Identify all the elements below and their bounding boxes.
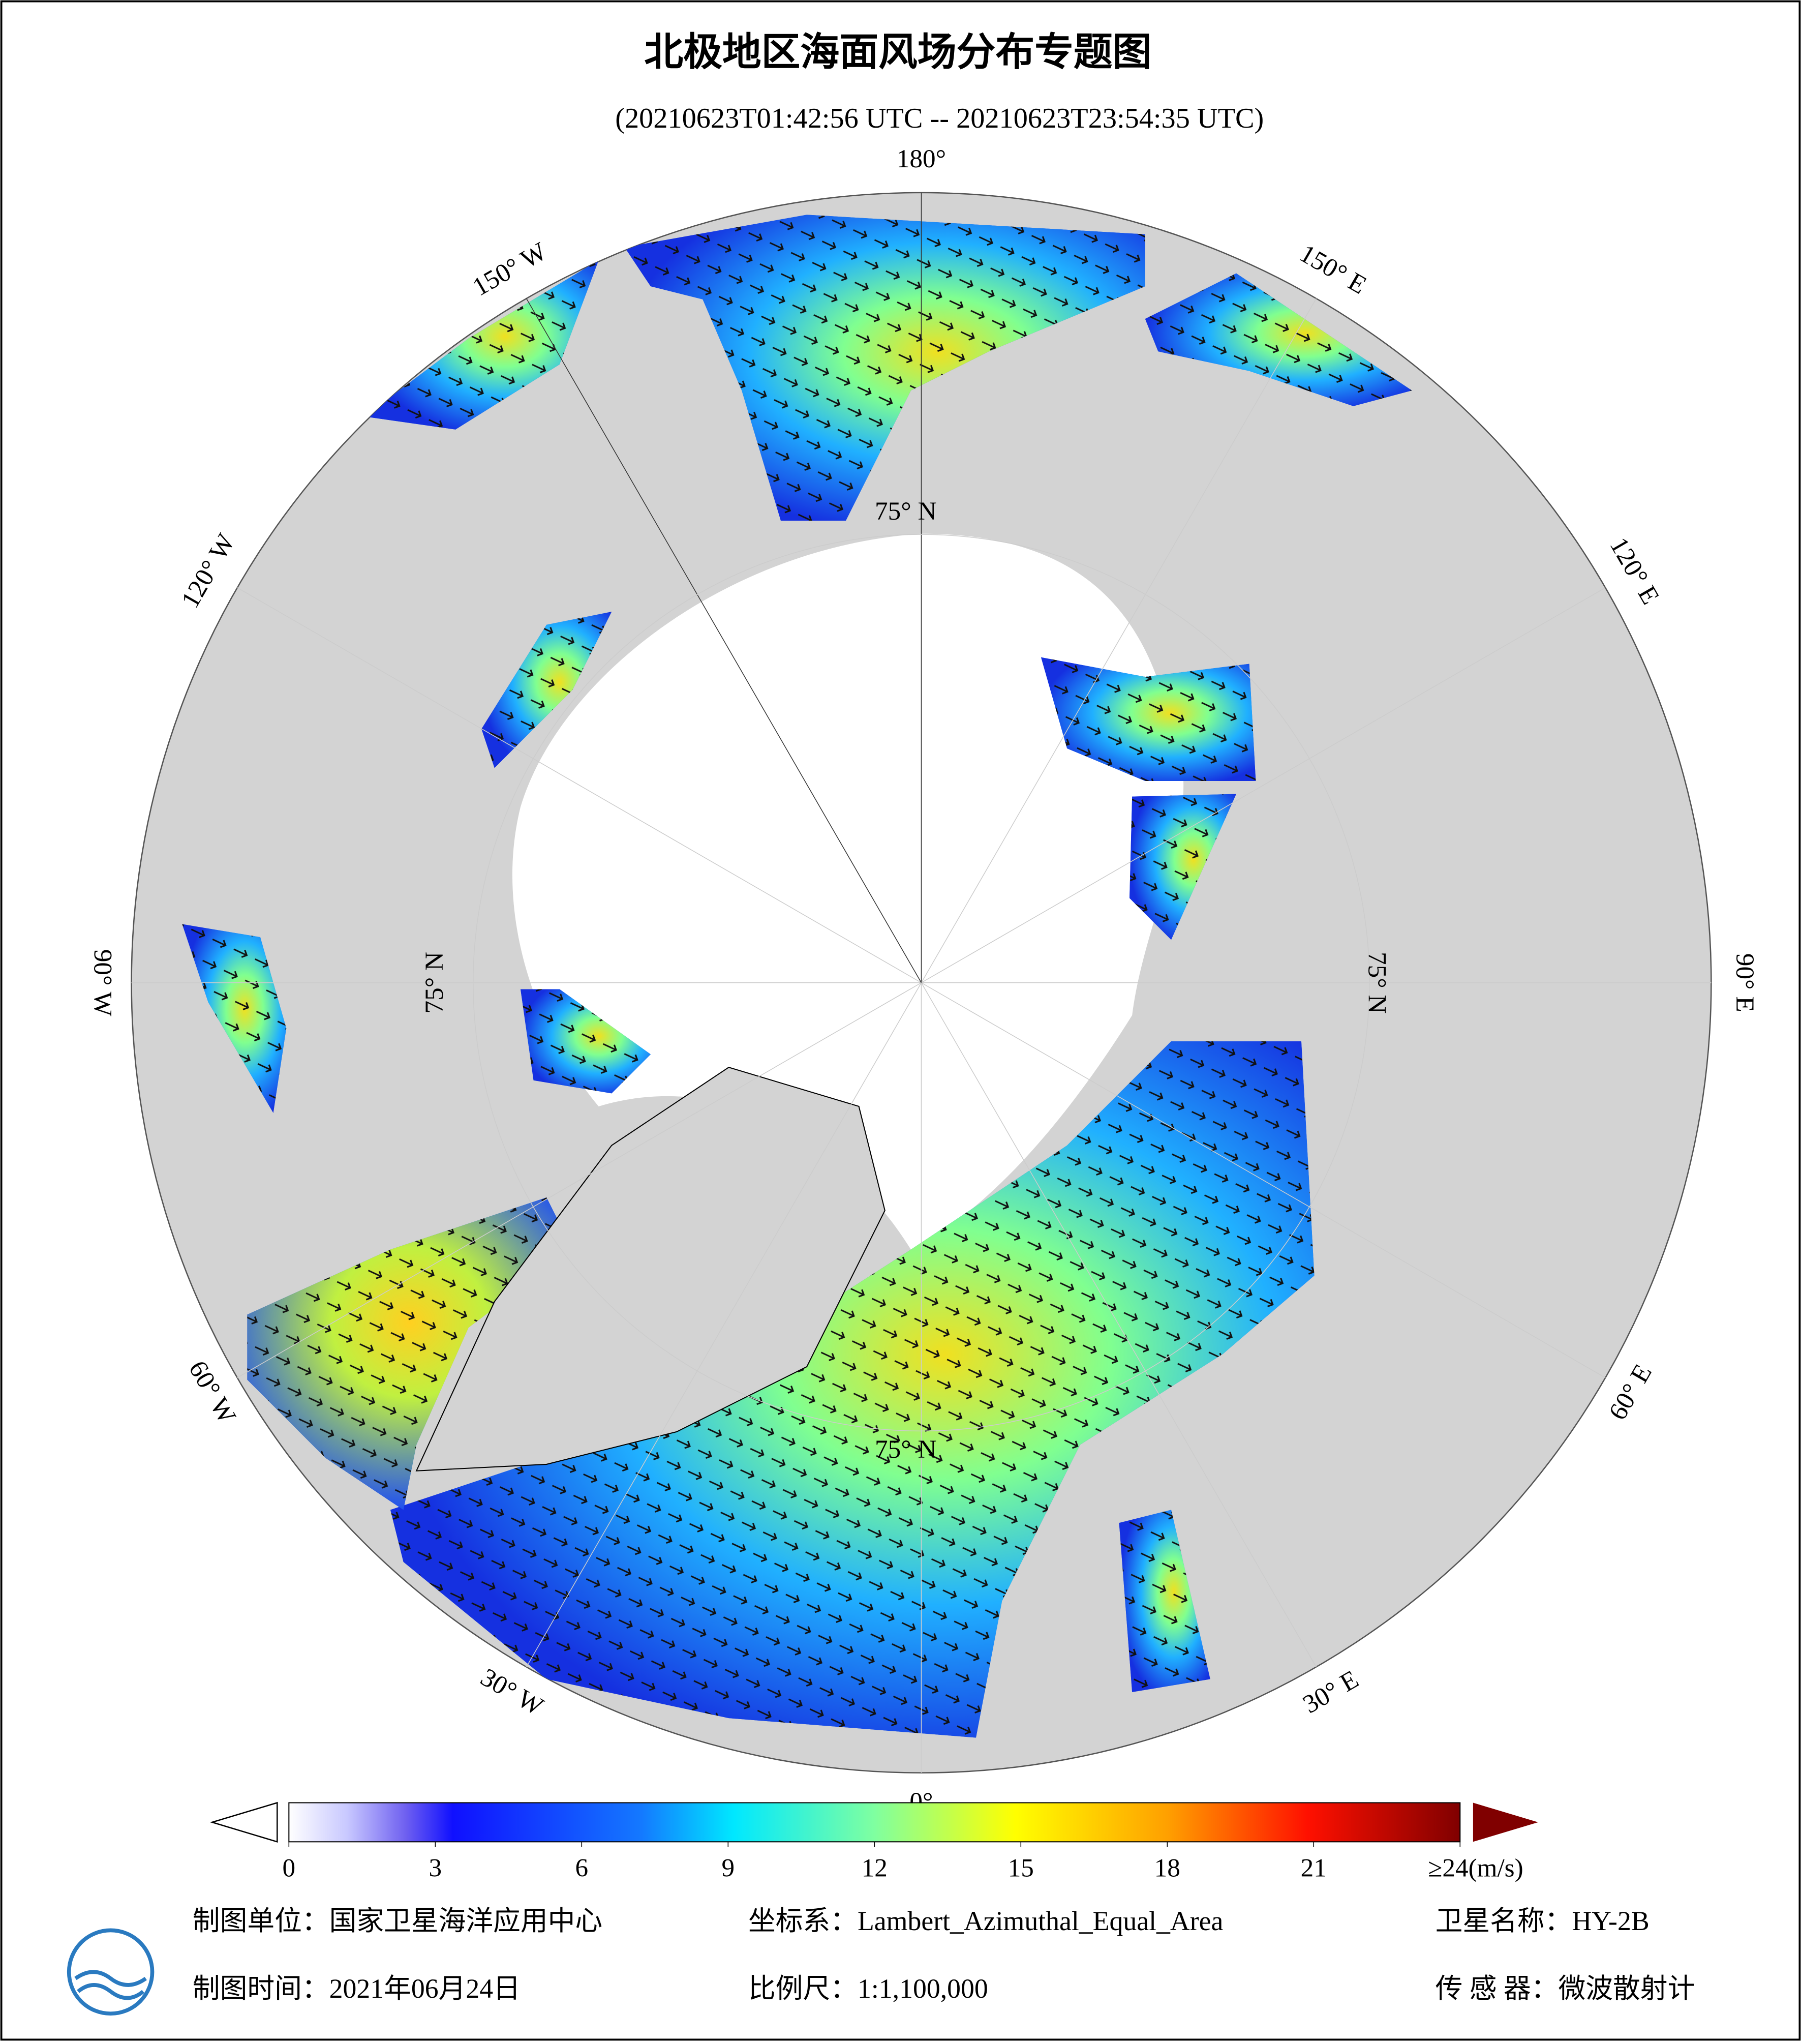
- colorbar-tick-label: 18: [1154, 1853, 1180, 1882]
- lon-label: 90° E: [1730, 953, 1759, 1012]
- lon-label: 60° E: [1603, 1360, 1658, 1425]
- lat-label: 75° N: [1363, 952, 1392, 1013]
- colorbar-tick-label: 12: [862, 1853, 888, 1882]
- sea-ice: [512, 533, 1184, 1250]
- lon-label: 180°: [897, 144, 946, 173]
- colorbar-tick-label: 0: [283, 1853, 296, 1882]
- meridian: [921, 298, 1317, 983]
- lon-label: 120° E: [1604, 532, 1665, 609]
- greenland: [415, 1067, 886, 1471]
- colorbar-tick-label: 6: [575, 1853, 589, 1882]
- lat-label: 75° N: [875, 1435, 936, 1464]
- sensor: 传 感 器：微波散射计: [1436, 1973, 1695, 2004]
- lon-label: 90° W: [88, 949, 117, 1017]
- subtitle: (20210623T01:42:56 UTC -- 20210623T23:54…: [615, 103, 1264, 134]
- lon-label: 30° E: [1298, 1665, 1363, 1719]
- map-date: 制图时间：2021年06月24日: [193, 1973, 521, 2004]
- title: 北极地区海面风场分布专题图: [644, 30, 1151, 75]
- colorbar-tick-label: 21: [1301, 1853, 1327, 1882]
- satellite: 卫星名称：HY-2B: [1436, 1906, 1650, 1936]
- projection: 坐标系：Lambert_Azimuthal_Equal_Area: [748, 1906, 1224, 1936]
- parallel: [473, 534, 1370, 1432]
- colorbar-tick-label: 15: [1008, 1853, 1034, 1882]
- scale: 比例尺：1:1,100,000: [748, 1973, 988, 2004]
- meridian: [921, 982, 1317, 1667]
- colorbar-tick-label: 9: [722, 1853, 735, 1882]
- meridian: [237, 587, 922, 983]
- meridian: [237, 982, 922, 1378]
- colorbar-high-arrow: [1473, 1802, 1538, 1842]
- logo: [67, 1928, 155, 2016]
- lat-label: 75° N: [875, 497, 936, 526]
- meridian: [526, 982, 922, 1667]
- lon-label: 150° E: [1295, 239, 1371, 300]
- colorbar-bar: [288, 1802, 1461, 1843]
- meridian: [526, 298, 922, 983]
- colorbar-tick-label: 3: [429, 1853, 442, 1882]
- colorbar-low-arrow: [209, 1801, 278, 1843]
- producer: 制图单位：国家卫星海洋应用中心: [193, 1906, 602, 1936]
- meridian: [921, 587, 1606, 983]
- colorbar-tick-label: ≥24(m/s): [1428, 1853, 1523, 1882]
- meridian: [921, 982, 1606, 1378]
- footer: 制图单位：国家卫星海洋应用中心 坐标系：Lambert_Azimuthal_Eq…: [67, 1906, 1695, 2016]
- logo-waves: [74, 1970, 147, 2000]
- colorbar: 0 3 6 9 12 15 18 21 ≥24(m/s): [209, 1801, 1538, 1882]
- lat-label: 75° N: [420, 952, 449, 1013]
